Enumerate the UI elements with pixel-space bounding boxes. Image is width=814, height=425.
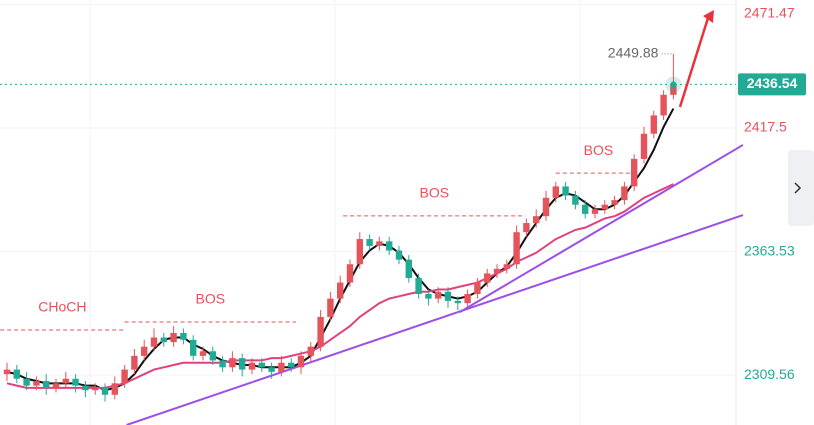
candle-body xyxy=(43,381,50,388)
candle-body xyxy=(72,378,79,386)
candle-body xyxy=(513,232,520,265)
y-tick-label: 2471.47 xyxy=(744,5,795,21)
level-label: BOS xyxy=(584,142,614,158)
candle-body xyxy=(288,362,295,368)
candle-body xyxy=(533,216,540,224)
level-label: BOS xyxy=(419,185,449,201)
candle-body xyxy=(337,282,344,299)
candle-body xyxy=(435,291,442,299)
candle-body xyxy=(219,360,226,368)
candle-body xyxy=(307,346,314,356)
candle-body xyxy=(248,362,256,370)
level-label: CHoCH xyxy=(38,299,86,315)
candle-body xyxy=(229,358,236,368)
candle-body xyxy=(346,264,354,283)
candle-body xyxy=(62,378,69,384)
candle-body xyxy=(670,84,677,95)
candle-body xyxy=(425,294,432,299)
candle-body xyxy=(317,316,324,347)
candle-body xyxy=(3,369,11,375)
candle-body xyxy=(611,200,618,205)
candle-body xyxy=(552,186,559,198)
candle-body xyxy=(356,239,363,265)
candle-body xyxy=(101,387,109,395)
y-tick-label: 2363.53 xyxy=(744,242,795,258)
candle-body xyxy=(650,115,657,134)
candle-body xyxy=(444,291,452,301)
candle-body xyxy=(278,362,285,372)
candle-body xyxy=(503,264,510,269)
trendline xyxy=(459,144,744,313)
candle-body xyxy=(474,282,481,295)
candle-body xyxy=(640,133,648,159)
candle-body xyxy=(121,369,128,384)
candle-body xyxy=(327,298,334,317)
candle-body xyxy=(268,367,275,372)
candle-body xyxy=(297,355,305,368)
candle-body xyxy=(92,387,99,391)
candle-body xyxy=(395,250,403,260)
candle-body xyxy=(660,94,667,116)
candle-body xyxy=(13,369,20,379)
trendline xyxy=(126,214,744,425)
candle-body xyxy=(601,204,608,210)
candle-body xyxy=(23,378,30,386)
candle-body xyxy=(141,346,148,356)
candle-body xyxy=(572,195,579,205)
last-price-box xyxy=(738,73,806,96)
last-dot xyxy=(670,81,677,88)
arrow xyxy=(678,17,710,108)
ma-line xyxy=(6,108,675,392)
candle-body xyxy=(523,223,530,233)
candle-body xyxy=(150,337,158,347)
candle-body xyxy=(239,358,246,370)
last-price-label: 2436.54 xyxy=(747,75,798,91)
candle-body xyxy=(454,300,461,304)
candle-body xyxy=(52,383,60,388)
high-label: 2449.88 xyxy=(608,45,659,61)
candle-body xyxy=(111,383,118,395)
plot: CHoCH BOS BOS BOS 2449.88 xyxy=(0,3,744,425)
candle-body xyxy=(209,351,216,361)
candle-body xyxy=(386,241,393,251)
candle-body xyxy=(131,355,138,370)
level-label: BOS xyxy=(196,291,226,307)
candle-body xyxy=(464,294,471,304)
candle-body xyxy=(582,204,589,214)
candle-body xyxy=(33,381,40,386)
candle-body xyxy=(376,241,383,246)
candle-body xyxy=(405,259,412,278)
candle-body xyxy=(366,239,373,246)
ma-line xyxy=(6,183,674,389)
candle-body xyxy=(258,362,265,368)
candle-body xyxy=(484,273,491,283)
candle-body xyxy=(190,339,197,356)
candle-body xyxy=(591,209,599,214)
candle-body xyxy=(562,186,569,196)
candle-body xyxy=(170,332,177,343)
candle-body xyxy=(631,158,638,187)
candle-body xyxy=(82,385,89,391)
candle-body xyxy=(180,332,187,340)
candle-body xyxy=(493,268,501,274)
chevron[interactable] xyxy=(794,182,802,194)
candle-body xyxy=(542,197,550,217)
arrow-head xyxy=(703,10,714,23)
y-tick-label: 2417.5 xyxy=(744,119,787,135)
candle-body xyxy=(621,186,628,201)
candle-body xyxy=(415,277,422,295)
y-tick-label: 2309.56 xyxy=(744,366,795,382)
candle-body xyxy=(199,351,207,356)
candle-body xyxy=(160,337,167,343)
